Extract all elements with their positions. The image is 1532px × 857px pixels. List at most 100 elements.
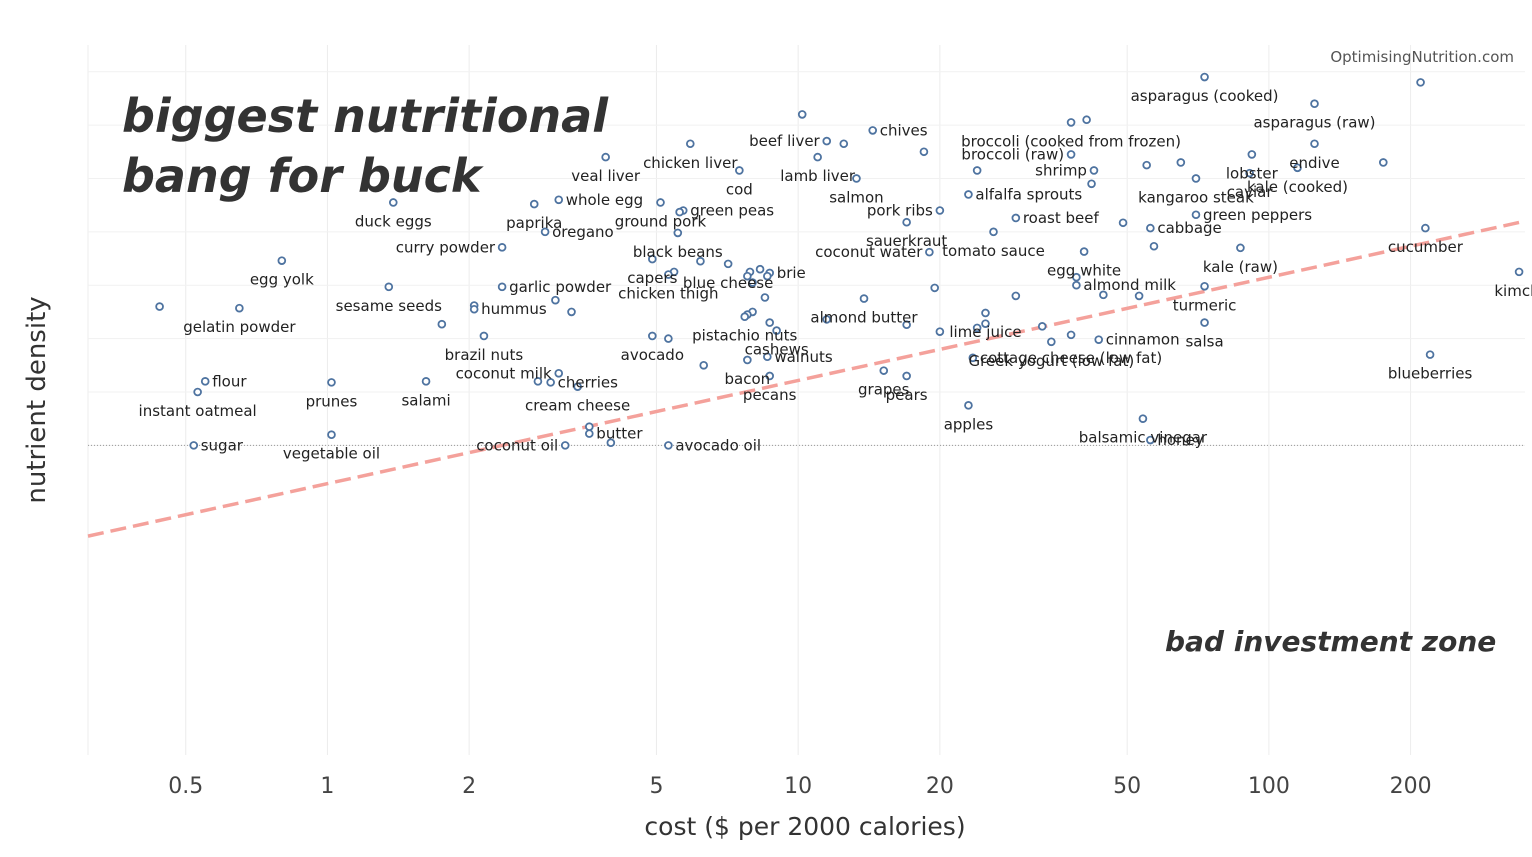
data-point	[822, 315, 832, 324]
data-point	[868, 126, 878, 135]
data-point	[755, 264, 765, 274]
point-label: butter	[596, 425, 643, 443]
data-point	[696, 256, 705, 266]
data-point	[1047, 337, 1056, 347]
data-point	[859, 294, 869, 303]
x-tick-label: 10	[784, 774, 812, 799]
data-point	[1200, 281, 1209, 291]
data-point	[529, 199, 539, 209]
data-point	[1191, 210, 1201, 220]
point-label: turmeric	[1173, 296, 1237, 314]
data-point	[813, 152, 822, 162]
point-label: garlic powder	[509, 278, 612, 296]
point-label: cabbage	[1157, 219, 1221, 237]
data-point	[1425, 350, 1435, 359]
point-label: Greek yogurt (low fat)	[968, 352, 1134, 370]
data-point	[822, 136, 832, 146]
data-point	[155, 302, 164, 311]
bad-investment-zone-label: bad investment zone	[1165, 625, 1497, 658]
point-label: cashews	[745, 341, 809, 359]
point-label: chives	[880, 121, 928, 139]
point-label: chicken liver	[643, 154, 738, 172]
point-label: blueberries	[1388, 365, 1473, 383]
data-point	[1089, 166, 1099, 175]
point-label: salami	[401, 391, 450, 409]
point-label: apples	[944, 415, 994, 433]
point-label: sesame seeds	[336, 297, 442, 315]
point-label: lamb liver	[780, 167, 856, 185]
data-point	[1087, 179, 1096, 189]
x-tick-label: 200	[1390, 774, 1432, 799]
point-labels: asparagus (cooked) asparagus (raw) broccol…	[139, 87, 1532, 463]
data-point	[964, 190, 973, 199]
data-point	[760, 293, 770, 302]
data-point	[601, 152, 610, 162]
point-label: cod	[726, 180, 753, 198]
data-point	[772, 326, 781, 335]
point-label: almond butter	[810, 309, 918, 327]
point-label: oregano	[552, 223, 614, 241]
data-point	[479, 331, 489, 341]
x-tick-label: 5	[649, 774, 663, 799]
point-label: gelatin powder	[183, 318, 296, 336]
point-label: cream cheese	[525, 397, 630, 415]
data-point	[743, 355, 752, 365]
data-point	[1146, 223, 1155, 233]
title-line-2: bang for buck	[122, 149, 482, 203]
data-point	[1310, 99, 1319, 109]
data-point	[1378, 158, 1388, 167]
trend-line-group	[87, 219, 1526, 538]
data-point	[699, 361, 709, 370]
title-line-1: biggest nutritional	[122, 89, 608, 143]
point-label: sugar	[201, 436, 244, 454]
data-point	[1416, 78, 1425, 87]
data-point	[554, 369, 564, 378]
point-label: pork ribs	[867, 201, 933, 219]
data-point	[1293, 163, 1302, 173]
x-tick-label: 1	[320, 774, 334, 799]
data-point	[1066, 150, 1076, 159]
data-point	[1066, 118, 1076, 127]
x-tick-label: 2	[462, 774, 476, 799]
trend-line	[87, 219, 1526, 538]
data-point	[437, 319, 447, 329]
data-point	[277, 256, 287, 265]
data-point	[902, 371, 911, 381]
data-point	[675, 207, 684, 217]
grid	[87, 45, 1525, 755]
point-label: caviar	[1227, 183, 1274, 201]
data-point	[327, 430, 336, 439]
data-point	[981, 308, 990, 318]
data-point	[935, 327, 945, 336]
point-label: salmon	[829, 188, 883, 206]
point-label: instant oatmeal	[139, 402, 257, 420]
data-point	[981, 319, 990, 328]
data-point	[748, 278, 757, 287]
point-label: hummus	[481, 300, 547, 318]
data-point	[546, 378, 555, 387]
data-point	[388, 198, 398, 207]
data-point	[989, 227, 998, 237]
point-label: endive	[1289, 154, 1340, 172]
data-point	[972, 323, 982, 333]
x-tick-label: 50	[1113, 774, 1141, 799]
point-label: whole egg	[566, 191, 643, 209]
point-label: kangaroo steak	[1138, 188, 1254, 206]
point-label: cinnamon	[1106, 331, 1180, 349]
point-label: beef liver	[749, 132, 820, 150]
point-label: pistachio nuts	[692, 327, 797, 345]
point-label: avocado oil	[675, 436, 761, 454]
point-label: pecans	[743, 386, 797, 404]
point-label: ground pork	[615, 212, 707, 230]
point-label: kimchi	[1494, 282, 1532, 300]
data-point	[1011, 291, 1021, 301]
data-point	[763, 352, 772, 362]
point-label: lime juice	[949, 323, 1021, 341]
data-point	[551, 295, 560, 305]
point-label: prunes	[306, 392, 358, 410]
data-point	[469, 304, 479, 314]
data-point	[1072, 272, 1081, 282]
data-point	[902, 217, 911, 227]
data-point	[968, 353, 978, 363]
point-label: green peas	[690, 201, 774, 219]
